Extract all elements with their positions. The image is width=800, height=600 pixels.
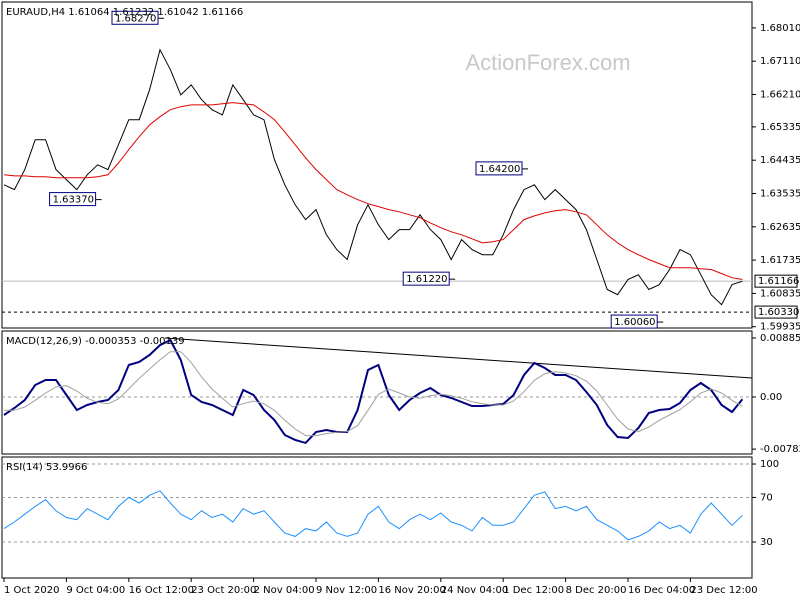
y-tick-label: 1.62635 xyxy=(760,222,800,233)
annotation-box xyxy=(475,161,523,176)
macd-trendline xyxy=(164,337,753,379)
y-tick-label: 1.64435 xyxy=(760,155,800,166)
x-tick-label: 16 Dec 04:00 xyxy=(628,585,695,596)
x-tick-label: 23 Dec 12:00 xyxy=(690,585,757,596)
panel-frame xyxy=(1,456,753,579)
x-tick-label: 24 Nov 04:00 xyxy=(441,585,508,596)
annotation-box xyxy=(402,271,450,286)
y-tick-label: 1.59935 xyxy=(760,322,800,333)
annotation-label: 1.68270 xyxy=(115,13,156,24)
annotation-label: 1.61220 xyxy=(406,274,447,285)
x-tick-label: 9 Oct 04:00 xyxy=(66,585,125,596)
x-tick-label: 1 Oct 2020 xyxy=(4,585,59,596)
y-tick-label: 1.66210 xyxy=(760,90,800,101)
y-tick-label: -0.007826 xyxy=(760,444,800,455)
y-tick-label: 1.63535 xyxy=(760,188,800,199)
annotation-box xyxy=(49,192,97,207)
panel-frame xyxy=(1,330,753,455)
panel-title: MACD(12,26,9) -0.000353 -0.00139 xyxy=(6,336,185,347)
annotation-box xyxy=(111,10,159,25)
x-tick-label: 16 Oct 12:00 xyxy=(129,585,194,596)
panel-title: RSI(14) 53.9966 xyxy=(6,462,87,473)
y-tick-label: 70 xyxy=(760,492,773,503)
x-tick-label: 23 Oct 20:00 xyxy=(191,585,256,596)
annotation-label: 1.60060 xyxy=(614,317,655,328)
current-price-label: 1.61166 xyxy=(758,276,799,287)
annotation-label: 1.64200 xyxy=(479,164,520,175)
panel-frame xyxy=(1,1,753,329)
series-line xyxy=(3,490,743,541)
series-line xyxy=(3,338,744,445)
x-tick-label: 16 Nov 20:00 xyxy=(378,585,445,596)
y-tick-label: 1.65335 xyxy=(760,122,800,133)
y-tick-label: 100 xyxy=(760,459,779,470)
panel-title: EURAUD,H4 1.61064 1.61232 1.61042 1.6116… xyxy=(6,7,243,18)
x-tick-label: 9 Nov 12:00 xyxy=(316,585,377,596)
series-line xyxy=(3,48,743,306)
watermark: ActionForex.com xyxy=(465,50,630,75)
series-line xyxy=(4,351,743,437)
y-tick-label: 1.68010 xyxy=(760,23,800,34)
y-tick-label: 1.67110 xyxy=(760,56,800,67)
y-tick-label: 1.60835 xyxy=(760,288,800,299)
y-tick-label: 0.008859 xyxy=(760,333,800,344)
annotation-box xyxy=(610,314,658,329)
y-tick-label: 0.00 xyxy=(760,392,782,403)
y-tick-label: 1.61735 xyxy=(760,255,800,266)
x-tick-label: 8 Dec 20:00 xyxy=(566,585,627,596)
support-label: 1.60330 xyxy=(758,307,799,318)
current-price-box xyxy=(754,274,798,288)
y-tick-label: 30 xyxy=(760,537,773,548)
series-line xyxy=(3,102,743,280)
support-box xyxy=(754,305,798,319)
annotation-label: 1.63370 xyxy=(53,195,94,206)
x-tick-label: 1 Dec 12:00 xyxy=(503,585,564,596)
x-tick-label: 2 Nov 04:00 xyxy=(254,585,315,596)
